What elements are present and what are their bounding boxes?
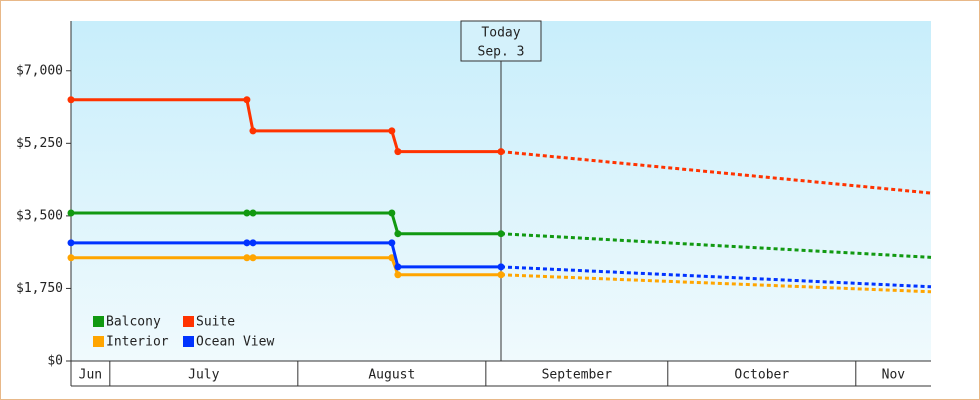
y-tick-label: $1,750 [16,281,63,296]
point [249,254,257,262]
series-line [71,256,501,277]
y-tick-label: $7,000 [16,63,63,78]
point [388,239,396,247]
x-tick-label: October [734,368,789,383]
point [497,148,505,156]
point [497,271,505,279]
point [243,239,251,247]
forecast-line [500,273,932,294]
point [67,96,75,104]
forecast-line [500,232,932,259]
today-label: Today [481,26,520,41]
x-tick-label: July [188,368,219,383]
point [243,209,251,217]
legend-label: Suite [196,315,235,330]
series-line [71,241,501,269]
point [67,239,75,247]
point [249,239,257,247]
legend-swatch [93,316,104,327]
point [394,230,402,238]
x-tick-label: Nov [882,368,906,383]
series-line [71,98,501,154]
y-tick-label: $3,500 [16,208,63,223]
y-tick-label: $5,250 [16,136,63,151]
today-box [460,20,542,62]
point [243,96,251,104]
point [249,209,257,217]
today-label: Sep. 3 [478,45,525,60]
y-tick-label: $0 [47,354,63,369]
point [394,263,402,271]
forecast-line [500,265,932,289]
point [388,209,396,217]
point [249,127,257,135]
point [497,263,505,271]
point [388,254,396,262]
series-line [71,211,501,236]
legend-label: Interior [106,335,169,350]
x-tick-label: August [368,368,415,383]
point [497,230,505,238]
forecast-line [500,150,932,195]
legend-swatch [93,336,104,347]
legend-label: Balcony [106,315,161,330]
point [67,209,75,217]
point [243,254,251,262]
point [394,148,402,156]
point [67,254,75,262]
point [394,271,402,279]
x-tick-label: Jun [79,368,102,383]
x-tick-label: September [542,368,613,383]
legend-swatch [183,336,194,347]
legend-swatch [183,316,194,327]
point [388,127,396,135]
legend-label: Ocean View [196,335,274,350]
